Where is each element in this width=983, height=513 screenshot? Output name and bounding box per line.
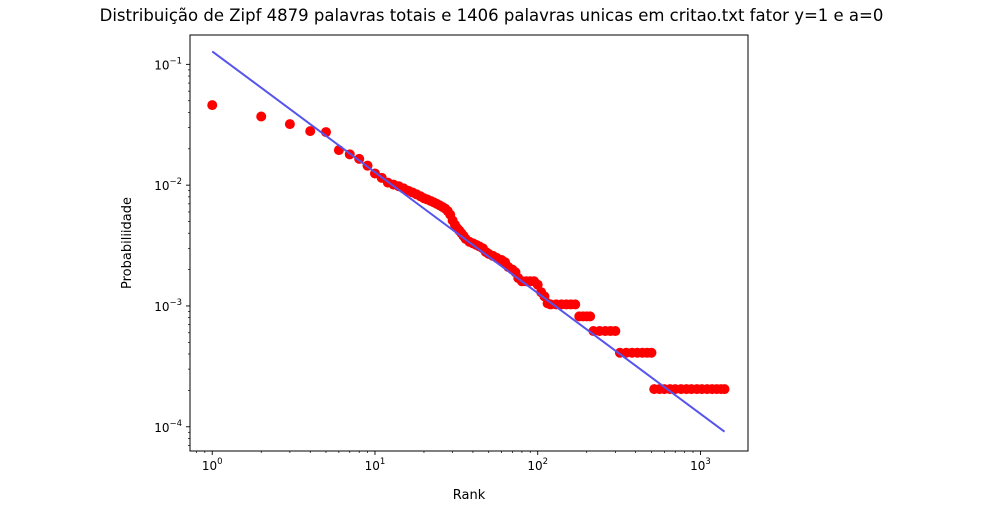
y-axis-label: Probabiliidade (120, 197, 135, 289)
x-axis-label: Rank (453, 488, 486, 503)
scatter-point (610, 326, 621, 337)
x-axis: 100 101 102 103 (196, 451, 711, 473)
axes-frame (189, 34, 749, 452)
scatter-point (207, 100, 218, 111)
scatter-point (305, 126, 316, 137)
y-axis: 10−4 10−3 10−2 10−1 (154, 56, 190, 446)
scatter-point (570, 299, 581, 310)
plot-area (207, 50, 730, 433)
scatter-point (532, 279, 543, 290)
scatter-point (646, 347, 657, 358)
x-tick-label: 103 (690, 457, 711, 473)
fit-line (211, 50, 726, 433)
scatter-point (256, 111, 267, 122)
y-tick-label: 10−2 (154, 177, 182, 193)
scatter-point (585, 311, 596, 322)
y-tick-label: 10−1 (154, 56, 182, 72)
scatter-point (284, 119, 295, 130)
x-tick-label: 101 (365, 457, 386, 473)
y-tick-label: 10−3 (154, 298, 182, 314)
x-tick-label: 100 (202, 457, 223, 473)
x-tick-label: 102 (527, 457, 548, 473)
scatter-point (719, 384, 730, 395)
chart-title: Distribuição de Zipf 4879 palavras totai… (99, 6, 884, 25)
y-tick-label: 10−4 (154, 419, 182, 435)
